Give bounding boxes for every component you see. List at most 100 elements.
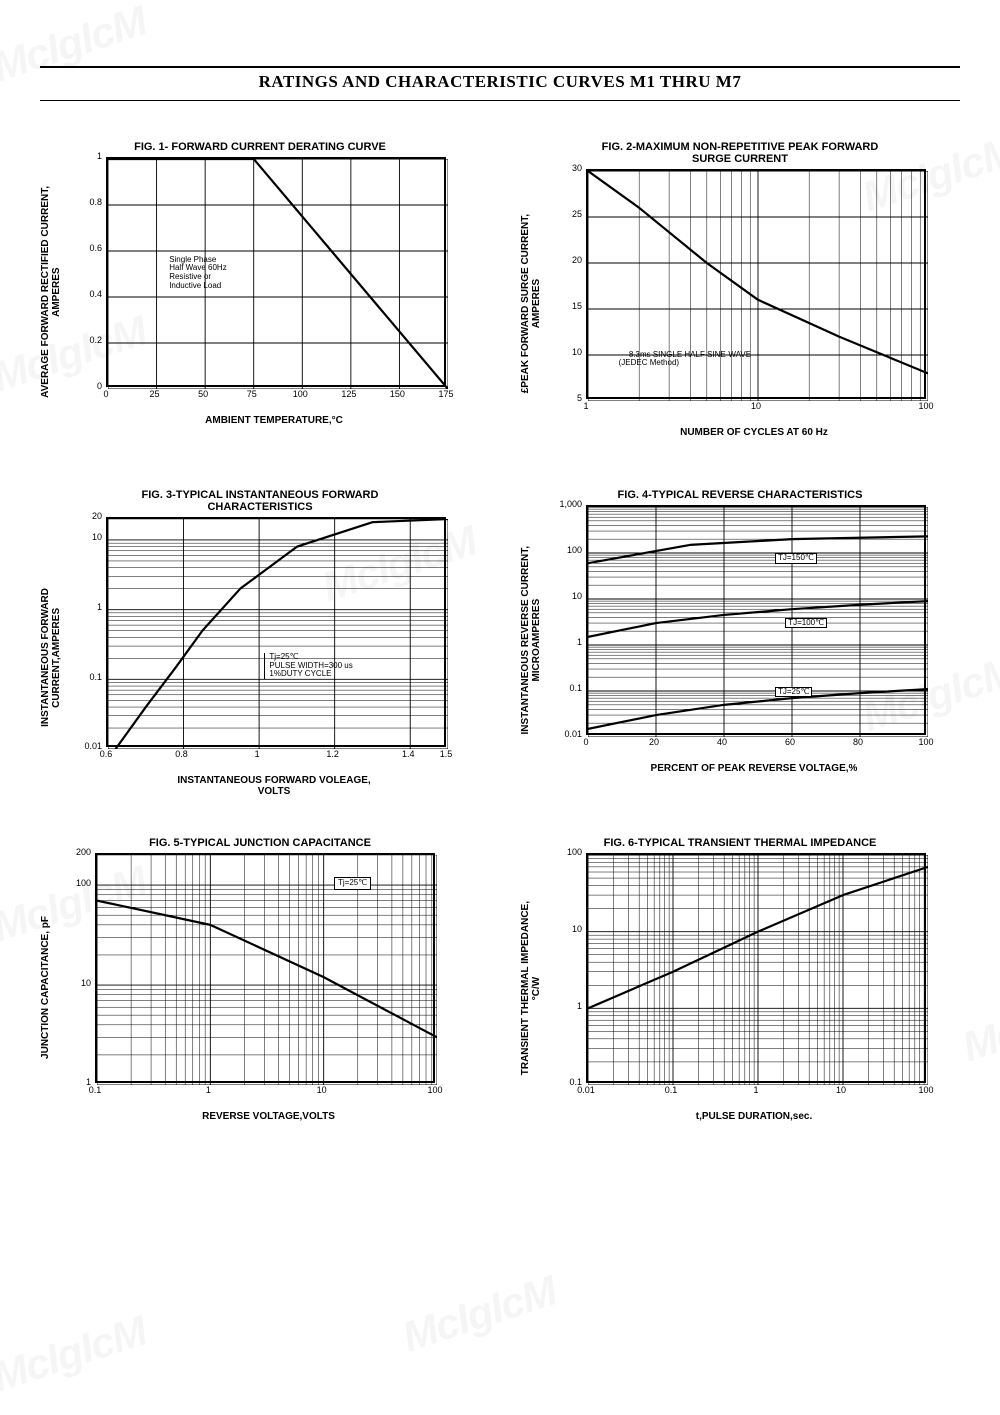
fig4-ytick: 100	[550, 545, 582, 555]
fig4-title: FIG. 4-TYPICAL REVERSE CHARACTERISTICS	[520, 489, 960, 501]
watermark: McIgIcM	[396, 1267, 562, 1362]
fig3-ytick: 10	[70, 532, 102, 542]
fig4-series-label: TJ=25℃	[775, 687, 812, 698]
fig2-ytick: 30	[550, 163, 582, 173]
watermark: McIgIcM	[956, 977, 1000, 1072]
fig1-ytick: 1	[70, 151, 102, 161]
fig4-xtick: 20	[639, 737, 669, 747]
fig3-cell: FIG. 3-TYPICAL INSTANTANEOUS FORWARDCHAR…	[40, 489, 480, 797]
fig6-cell: FIG. 6-TYPICAL TRANSIENT THERMAL IMPEDAN…	[520, 837, 960, 1145]
fig5-plot: Tj=25℃	[95, 853, 435, 1083]
fig1-ytick: 0.6	[70, 243, 102, 253]
fig2-xtick: 100	[911, 401, 941, 411]
fig3-xtick: 1.4	[393, 749, 423, 759]
fig1-xtick: 50	[188, 389, 218, 399]
fig6-xtick: 0.01	[571, 1085, 601, 1095]
fig3-ytick: 0.1	[70, 672, 102, 682]
fig5-xtick: 0.1	[80, 1085, 110, 1095]
fig1-xtick: 175	[431, 389, 461, 399]
fig3-xlabel: INSTANTANEOUS FORWARD VOLEAGE,VOLTS	[68, 775, 480, 797]
fig4-series-label: TJ=100℃	[785, 618, 827, 629]
fig4-xtick: 0	[571, 737, 601, 747]
fig2-ytick: 15	[550, 301, 582, 311]
fig5-ylabel: JUNCTION CAPACITANCE, pF	[40, 916, 51, 1059]
fig5-ytick: 100	[59, 878, 91, 888]
fig6-xtick: 10	[826, 1085, 856, 1095]
fig1-xtick: 100	[285, 389, 315, 399]
fig2-xtick: 1	[571, 401, 601, 411]
fig5-title: FIG. 5-TYPICAL JUNCTION CAPACITANCE	[40, 837, 480, 849]
fig4-plot: TJ=150℃ TJ=100℃ TJ=25℃	[586, 505, 926, 735]
fig3-title: FIG. 3-TYPICAL INSTANTANEOUS FORWARDCHAR…	[40, 489, 480, 513]
page-title: RATINGS AND CHARACTERISTIC CURVES M1 THR…	[40, 72, 960, 92]
fig1-cell: FIG. 1- FORWARD CURRENT DERATING CURVE AV…	[40, 141, 480, 449]
fig1-xtick: 0	[91, 389, 121, 399]
under-title-rule	[40, 100, 960, 101]
fig3-annotation: Tj=25℃ PULSE WIDTH=300 us 1%DUTY CYCLE	[264, 653, 352, 679]
fig4-ylabel: INSTANTANEOUS REVERSE CURRENT,MICROAMPER…	[520, 546, 542, 735]
fig3-ytick: 20	[70, 511, 102, 521]
fig3-xtick: 0.6	[91, 749, 121, 759]
fig3-xtick: 0.8	[167, 749, 197, 759]
fig3-xtick: 1.2	[318, 749, 348, 759]
fig5-xtick: 10	[307, 1085, 337, 1095]
fig4-xtick: 60	[775, 737, 805, 747]
fig6-xtick: 100	[911, 1085, 941, 1095]
fig4-ytick: 10	[550, 591, 582, 601]
fig3-plot: Tj=25℃ PULSE WIDTH=300 us 1%DUTY CYCLE	[106, 517, 446, 747]
fig5-ytick: 200	[59, 847, 91, 857]
fig5-ytick: 10	[59, 978, 91, 988]
fig5-annotation: Tj=25℃	[335, 878, 370, 889]
fig5-xlabel: REVERSE VOLTAGE,VOLTS	[57, 1111, 480, 1122]
charts-grid: FIG. 1- FORWARD CURRENT DERATING CURVE AV…	[40, 141, 960, 1146]
fig1-ytick: 0.2	[70, 335, 102, 345]
fig3-xtick: 1	[242, 749, 272, 759]
fig3-ytick: 1	[70, 602, 102, 612]
fig4-series-label: TJ=150℃	[775, 553, 817, 564]
fig6-ytick: 1	[550, 1001, 582, 1011]
fig2-ytick: 25	[550, 209, 582, 219]
fig6-ylabel: TRANSIENT THERMAL IMPEDANCE,°C/W	[520, 901, 542, 1075]
fig2-cell: FIG. 2-MAXIMUM NON-REPETITIVE PEAK FORWA…	[520, 141, 960, 449]
top-rule	[40, 66, 960, 68]
fig3-ylabel: INSTANTANEOUS FORWARDCURRENT,AMPERES	[40, 588, 62, 727]
fig1-xtick: 150	[382, 389, 412, 399]
fig2-ytick: 20	[550, 255, 582, 265]
fig1-annotation: Single Phase Half Wave 60Hz Resistive or…	[169, 256, 227, 291]
fig1-xtick: 25	[140, 389, 170, 399]
fig1-xlabel: AMBIENT TEMPERATURE,°C	[68, 415, 480, 426]
fig1-ytick: 0.4	[70, 289, 102, 299]
fig4-xtick: 100	[911, 737, 941, 747]
fig2-xtick: 10	[741, 401, 771, 411]
fig1-xtick: 125	[334, 389, 364, 399]
fig6-xlabel: t,PULSE DURATION,sec.	[548, 1111, 960, 1122]
fig6-ytick: 10	[550, 924, 582, 934]
fig5-xtick: 1	[193, 1085, 223, 1095]
fig4-xtick: 40	[707, 737, 737, 747]
fig6-xtick: 0.1	[656, 1085, 686, 1095]
fig4-xlabel: PERCENT OF PEAK REVERSE VOLTAGE,%	[548, 763, 960, 774]
fig1-ytick: 0.8	[70, 197, 102, 207]
fig2-plot: — 8.3ms SINGLE HALF SINE-WAVE (JEDEC Met…	[586, 169, 926, 399]
fig6-plot	[586, 853, 926, 1083]
watermark: McIgIcM	[0, 1307, 152, 1402]
fig6-xtick: 1	[741, 1085, 771, 1095]
fig4-ytick: 0.1	[550, 683, 582, 693]
fig1-xtick: 75	[237, 389, 267, 399]
fig4-xtick: 80	[843, 737, 873, 747]
fig5-xtick: 100	[420, 1085, 450, 1095]
fig1-plot: Single Phase Half Wave 60Hz Resistive or…	[106, 157, 446, 387]
fig6-ytick: 100	[550, 847, 582, 857]
fig2-title: FIG. 2-MAXIMUM NON-REPETITIVE PEAK FORWA…	[520, 141, 960, 165]
fig6-title: FIG. 6-TYPICAL TRANSIENT THERMAL IMPEDAN…	[520, 837, 960, 849]
fig3-xtick: 1.5	[431, 749, 461, 759]
fig2-ytick: 10	[550, 347, 582, 357]
fig4-cell: FIG. 4-TYPICAL REVERSE CHARACTERISTICS IN…	[520, 489, 960, 797]
fig4-ytick: 1,000	[550, 499, 582, 509]
fig4-ytick: 1	[550, 637, 582, 647]
fig1-ylabel: AVERAGE FORWARD RECTIFIED CURRENT,AMPERE…	[40, 186, 62, 398]
fig2-annotation: — 8.3ms SINGLE HALF SINE-WAVE (JEDEC Met…	[619, 351, 751, 369]
fig2-ylabel: £PEAK FORWARD SURGE CURRENT,AMPERES	[520, 214, 542, 393]
fig2-xlabel: NUMBER OF CYCLES AT 60 Hz	[548, 427, 960, 438]
fig1-title: FIG. 1- FORWARD CURRENT DERATING CURVE	[40, 141, 480, 153]
